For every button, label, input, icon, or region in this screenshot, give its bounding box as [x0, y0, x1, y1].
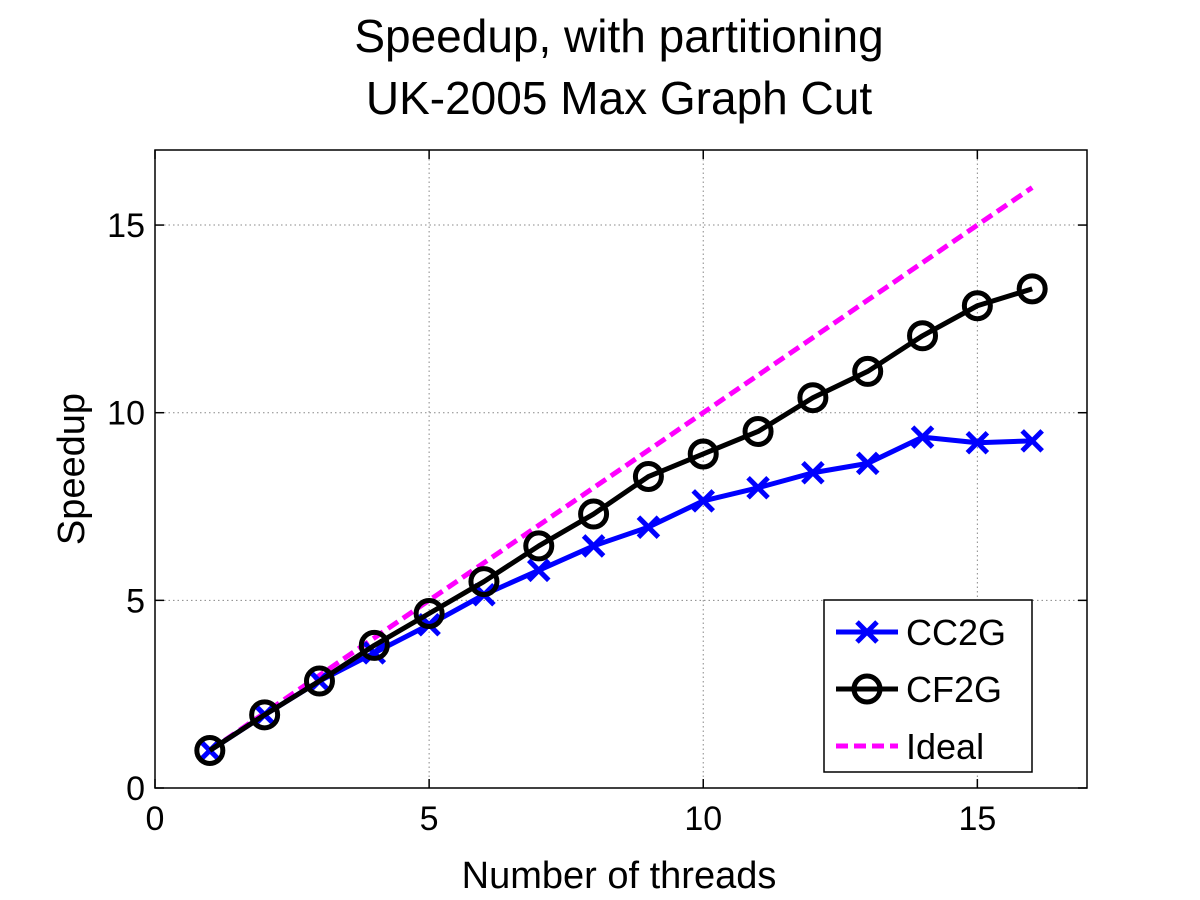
data-point-cc2g [362, 641, 387, 665]
legend-label-cc2g: CC2G [906, 612, 1006, 653]
data-point-cf2g [961, 290, 993, 322]
series-ideal [208, 185, 1034, 753]
legend-label-ideal: Ideal [906, 726, 984, 767]
data-point-cf2g [249, 699, 281, 731]
data-point-cf2g [358, 629, 390, 661]
legend-marker-cc2g [855, 620, 879, 644]
data-point-cf2g [303, 665, 335, 697]
legend: CC2G CF2G Ideal [823, 599, 1033, 773]
data-point-cf2g [194, 734, 226, 766]
data-point-cc2g [526, 558, 551, 583]
y-tick-label: 5 [126, 582, 145, 620]
plot-frame [154, 149, 1088, 789]
data-point-cf2g [742, 415, 774, 447]
data-point-cf2g [468, 566, 500, 598]
y-tick-label: 15 [107, 207, 145, 245]
series-layer [194, 185, 1048, 766]
x-axis-label: Number of threads [462, 855, 777, 897]
series-line-cc2g [208, 434, 1033, 753]
data-point-cc2g [1020, 429, 1044, 453]
y-axis-label: Speedup [51, 393, 93, 545]
data-point-cf2g [578, 498, 610, 530]
data-point-cc2g [801, 460, 825, 485]
data-point-cc2g [855, 451, 880, 476]
series-line-ideal [208, 185, 1034, 753]
x-tick-label: 0 [146, 800, 165, 838]
data-point-cf2g [1016, 273, 1048, 305]
chart-title-line-1: Speedup, with partitioning [354, 10, 883, 62]
data-point-cc2g [746, 475, 770, 500]
legend-item-cc2g: CC2G [836, 612, 1006, 653]
legend-marker-cf2g [851, 673, 883, 705]
axis-ticks: 0 5 10 15 0 5 10 15 [107, 150, 1087, 838]
data-point-cf2g [523, 530, 555, 562]
legend-label-cf2g: CF2G [906, 669, 1002, 710]
x-tick-label: 10 [684, 800, 722, 838]
data-point-cf2g [413, 597, 445, 629]
data-point-cf2g [687, 438, 719, 470]
data-point-cc2g [910, 425, 935, 449]
legend-item-cf2g: CF2G [836, 669, 1002, 710]
chart-title-line-2: UK-2005 Max Graph Cut [366, 72, 872, 124]
data-point-cc2g [965, 430, 990, 455]
data-point-cc2g [581, 534, 606, 558]
data-point-cc2g [636, 515, 661, 539]
series-line-cf2g [208, 286, 1033, 753]
x-tick-label: 5 [420, 800, 439, 838]
y-tick-label: 10 [107, 395, 145, 433]
y-tick-label: 0 [126, 770, 145, 808]
legend-item-ideal: Ideal [836, 726, 984, 767]
data-point-cc2g [691, 489, 716, 513]
legend-box [823, 599, 1033, 773]
x-tick-label: 15 [958, 800, 996, 838]
data-point-cf2g [797, 382, 829, 414]
data-point-cf2g [852, 355, 884, 387]
data-point-cf2g [907, 320, 939, 352]
data-point-cf2g [632, 461, 664, 493]
series-cf2g [194, 273, 1048, 766]
